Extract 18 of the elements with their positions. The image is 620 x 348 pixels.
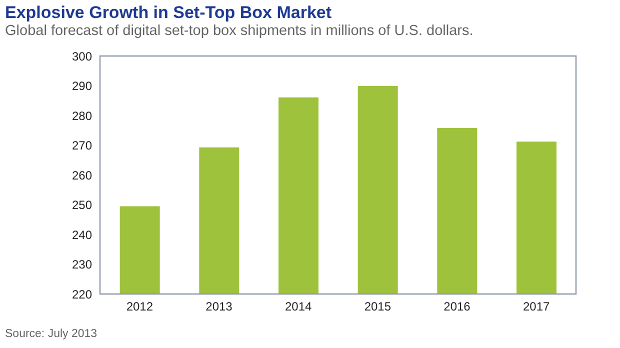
- y-tick-label: 300: [72, 49, 92, 64]
- x-tick-label: 2014: [284, 300, 312, 314]
- chart-title: Explosive Growth in Set-Top Box Market: [5, 3, 332, 23]
- x-tick-label: 2013: [206, 300, 233, 314]
- x-tick-label: 2017: [522, 300, 550, 314]
- x-tick-label: 2016: [444, 300, 471, 314]
- y-tick-label: 240: [72, 228, 92, 242]
- source-note: Source: July 2013: [5, 328, 98, 340]
- x-tick-label: 2012: [126, 300, 154, 314]
- x-tick-label: 2015: [364, 300, 392, 314]
- y-tick-label: 250: [72, 198, 92, 212]
- y-tick-label: 270: [72, 138, 92, 153]
- chart-subtitle: Global forecast of digital set-top box shipments in millions of U.S. dollars.: [5, 23, 474, 39]
- y-tick-label: 290: [72, 79, 92, 94]
- y-tick-label: 230: [72, 258, 92, 272]
- y-tick-label: 220: [72, 287, 92, 302]
- y-tick-label: 280: [72, 108, 92, 123]
- y-tick-label: 260: [72, 168, 92, 182]
